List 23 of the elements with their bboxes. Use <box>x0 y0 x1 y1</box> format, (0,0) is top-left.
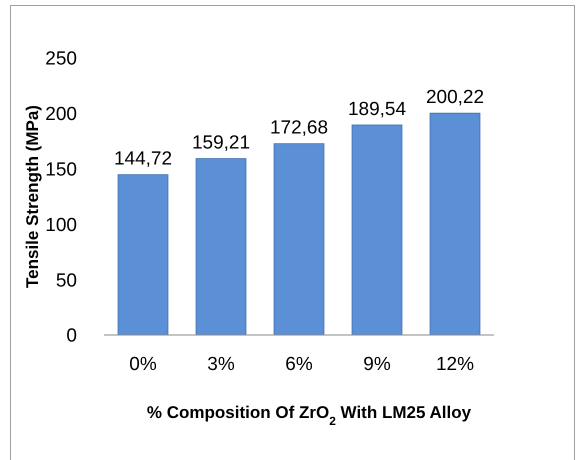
bar <box>352 124 402 336</box>
y-axis-title: Tensile Strength (MPa) <box>23 105 42 288</box>
data-label: 189,54 <box>348 98 406 120</box>
x-tick-label: 3% <box>207 354 235 375</box>
y-tick-label: 250 <box>45 48 77 70</box>
bar <box>196 158 246 336</box>
x-tick-label: 0% <box>129 354 157 375</box>
y-tick-label: 100 <box>45 214 77 236</box>
x-axis-title: % Composition Of ZrO$_{2}$ With LM25 Alloy <box>146 403 472 428</box>
y-tick-label: 150 <box>45 159 77 180</box>
y-tick-label: 0 <box>66 326 77 347</box>
x-tick-label: 6% <box>285 354 313 375</box>
y-tick-label: 50 <box>56 270 77 292</box>
bar <box>274 143 324 336</box>
y-tick-label: 200 <box>45 104 77 126</box>
bar <box>118 174 168 336</box>
x-tick-label: 12% <box>436 354 474 375</box>
data-label: 172,68 <box>270 118 328 139</box>
data-label: 159,21 <box>192 132 250 154</box>
x-tick-label: 9% <box>363 354 391 375</box>
data-label: 144,72 <box>114 148 172 170</box>
bar <box>430 112 480 336</box>
data-label: 200,22 <box>426 87 484 108</box>
